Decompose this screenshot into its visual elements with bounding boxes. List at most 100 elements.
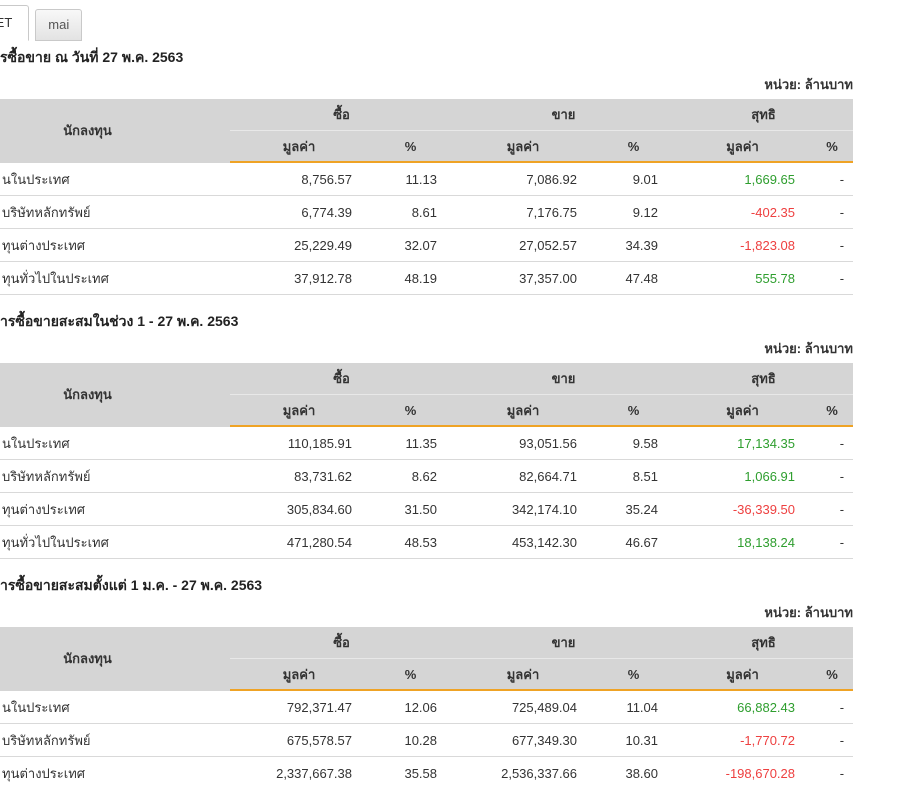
table-row: บริษัทหลักทรัพย์ 675,578.57 10.28 677,34… — [0, 724, 854, 757]
table-row: ทุนต่างประเทศ 2,337,667.38 35.58 2,536,3… — [0, 757, 854, 789]
cell-net-value: -198,670.28 — [674, 757, 812, 789]
col-header-buy: ซื้อ — [230, 99, 454, 131]
cell-net-percent: - — [811, 196, 854, 229]
cell-sell-value: 725,489.04 — [453, 691, 594, 724]
cell-buy-value: 8,756.57 — [230, 163, 368, 196]
subheader-net-value: มูลค่า — [674, 395, 812, 427]
cell-investor: บริษัทหลักทรัพย์ — [0, 724, 230, 757]
cell-investor: ทุนต่างประเทศ — [0, 229, 230, 262]
cell-sell-percent: 9.12 — [593, 196, 675, 229]
col-header-investor: นักลงทุน — [0, 627, 230, 691]
cell-buy-percent: 10.28 — [368, 724, 454, 757]
subheader-sell-value: มูลค่า — [453, 395, 594, 427]
subheader-net-percent: % — [811, 131, 854, 163]
cell-net-value: 555.78 — [674, 262, 812, 295]
subheader-buy-value: มูลค่า — [230, 395, 368, 427]
cell-buy-value: 792,371.47 — [230, 691, 368, 724]
cell-sell-value: 37,357.00 — [453, 262, 594, 295]
cell-investor: นในประเทศ — [0, 691, 230, 724]
investor-table-mtd: นักลงทุน ซื้อ ขาย สุทธิ มูลค่า % มูลค่า … — [0, 363, 854, 559]
cell-net-value: 18,138.24 — [674, 526, 812, 559]
table-row: นในประเทศ 8,756.57 11.13 7,086.92 9.01 1… — [0, 163, 854, 196]
col-header-sell: ขาย — [453, 627, 675, 659]
cell-investor: บริษัทหลักทรัพย์ — [0, 196, 230, 229]
cell-buy-value: 25,229.49 — [230, 229, 368, 262]
col-header-sell: ขาย — [453, 363, 675, 395]
cell-net-percent: - — [811, 691, 854, 724]
investor-table-ytd: นักลงทุน ซื้อ ขาย สุทธิ มูลค่า % มูลค่า … — [0, 627, 854, 789]
table-row: นในประเทศ 792,371.47 12.06 725,489.04 11… — [0, 691, 854, 724]
tab-mai[interactable]: mai — [35, 9, 83, 41]
cell-investor: นในประเทศ — [0, 163, 230, 196]
cell-buy-percent: 35.58 — [368, 757, 454, 789]
table-subheader-row: มูลค่า % มูลค่า % มูลค่า % — [0, 131, 854, 163]
cell-investor: นในประเทศ — [0, 427, 230, 460]
cell-buy-percent: 11.35 — [368, 427, 454, 460]
cell-net-percent: - — [811, 526, 854, 559]
cell-net-value: 17,134.35 — [674, 427, 812, 460]
tab-set[interactable]: SET — [0, 5, 30, 41]
cell-net-value: -36,339.50 — [674, 493, 812, 526]
table-row: นในประเทศ 110,185.91 11.35 93,051.56 9.5… — [0, 427, 854, 460]
table-row: บริษัทหลักทรัพย์ 6,774.39 8.61 7,176.75 … — [0, 196, 854, 229]
table-row: ทุนทั่วไปในประเทศ 37,912.78 48.19 37,357… — [0, 262, 854, 295]
cell-investor: ทุนต่างประเทศ — [0, 493, 230, 526]
cell-net-value: -1,770.72 — [674, 724, 812, 757]
cell-net-percent: - — [811, 493, 854, 526]
cell-buy-value: 2,337,667.38 — [230, 757, 368, 789]
subheader-net-value: มูลค่า — [674, 659, 812, 691]
cell-buy-percent: 32.07 — [368, 229, 454, 262]
cell-net-value: 1,066.91 — [674, 460, 812, 493]
subheader-buy-value: มูลค่า — [230, 131, 368, 163]
cell-buy-value: 6,774.39 — [230, 196, 368, 229]
col-header-buy: ซื้อ — [230, 627, 454, 659]
section-title-mtd: ารซื้อขายสะสมในช่วง 1 - 27 พ.ค. 2563 — [0, 313, 239, 329]
section-title-ytd: ารซื้อขายสะสมตั้งแต่ 1 ม.ค. - 27 พ.ค. 25… — [0, 577, 263, 593]
cell-sell-value: 27,052.57 — [453, 229, 594, 262]
table-header-row: นักลงทุน ซื้อ ขาย สุทธิ — [0, 99, 854, 163]
subheader-sell-percent: % — [593, 395, 675, 427]
cell-buy-percent: 8.62 — [368, 460, 454, 493]
cell-buy-percent: 48.53 — [368, 526, 454, 559]
subheader-sell-percent: % — [593, 131, 675, 163]
col-header-investor: นักลงทุน — [0, 363, 230, 427]
col-header-net: สุทธิ — [674, 363, 854, 395]
cell-buy-value: 83,731.62 — [230, 460, 368, 493]
cell-buy-value: 37,912.78 — [230, 262, 368, 295]
cell-sell-percent: 9.58 — [593, 427, 675, 460]
cell-buy-percent: 31.50 — [368, 493, 454, 526]
table-row: ทุนต่างประเทศ 25,229.49 32.07 27,052.57 … — [0, 229, 854, 262]
cell-sell-percent: 9.01 — [593, 163, 675, 196]
col-header-net: สุทธิ — [674, 627, 854, 659]
cell-buy-percent: 12.06 — [368, 691, 454, 724]
unit-label: หน่วย: ล้านบาท — [764, 605, 853, 620]
table-row: ทุนต่างประเทศ 305,834.60 31.50 342,174.1… — [0, 493, 854, 526]
cell-sell-value: 93,051.56 — [453, 427, 594, 460]
unit-label: หน่วย: ล้านบาท — [764, 341, 853, 356]
subheader-sell-percent: % — [593, 659, 675, 691]
table-header-row: นักลงทุน ซื้อ ขาย สุทธิ — [0, 363, 854, 427]
cell-net-percent: - — [811, 229, 854, 262]
cell-sell-percent: 47.48 — [593, 262, 675, 295]
investor-table-daily: นักลงทุน ซื้อ ขาย สุทธิ มูลค่า % มูลค่า … — [0, 99, 854, 295]
cell-sell-value: 2,536,337.66 — [453, 757, 594, 789]
section-ytd-trading: ารซื้อขายสะสมตั้งแต่ 1 ม.ค. - 27 พ.ค. 25… — [0, 575, 920, 789]
subheader-buy-value: มูลค่า — [230, 659, 368, 691]
cell-investor: ทุนทั่วไปในประเทศ — [0, 262, 230, 295]
col-header-buy: ซื้อ — [230, 363, 454, 395]
cell-net-percent: - — [811, 163, 854, 196]
cell-buy-value: 675,578.57 — [230, 724, 368, 757]
cell-sell-percent: 34.39 — [593, 229, 675, 262]
cell-buy-value: 471,280.54 — [230, 526, 368, 559]
table-row: บริษัทหลักทรัพย์ 83,731.62 8.62 82,664.7… — [0, 460, 854, 493]
cell-sell-percent: 11.04 — [593, 691, 675, 724]
cell-sell-percent: 38.60 — [593, 757, 675, 789]
col-header-sell: ขาย — [453, 99, 675, 131]
cell-net-value: -1,823.08 — [674, 229, 812, 262]
cell-sell-value: 82,664.71 — [453, 460, 594, 493]
cell-sell-value: 7,176.75 — [453, 196, 594, 229]
subheader-buy-percent: % — [368, 131, 454, 163]
subheader-sell-value: มูลค่า — [453, 131, 594, 163]
table-subheader-row: มูลค่า % มูลค่า % มูลค่า % — [0, 395, 854, 427]
market-tabbar: SET mai — [0, 0, 920, 41]
